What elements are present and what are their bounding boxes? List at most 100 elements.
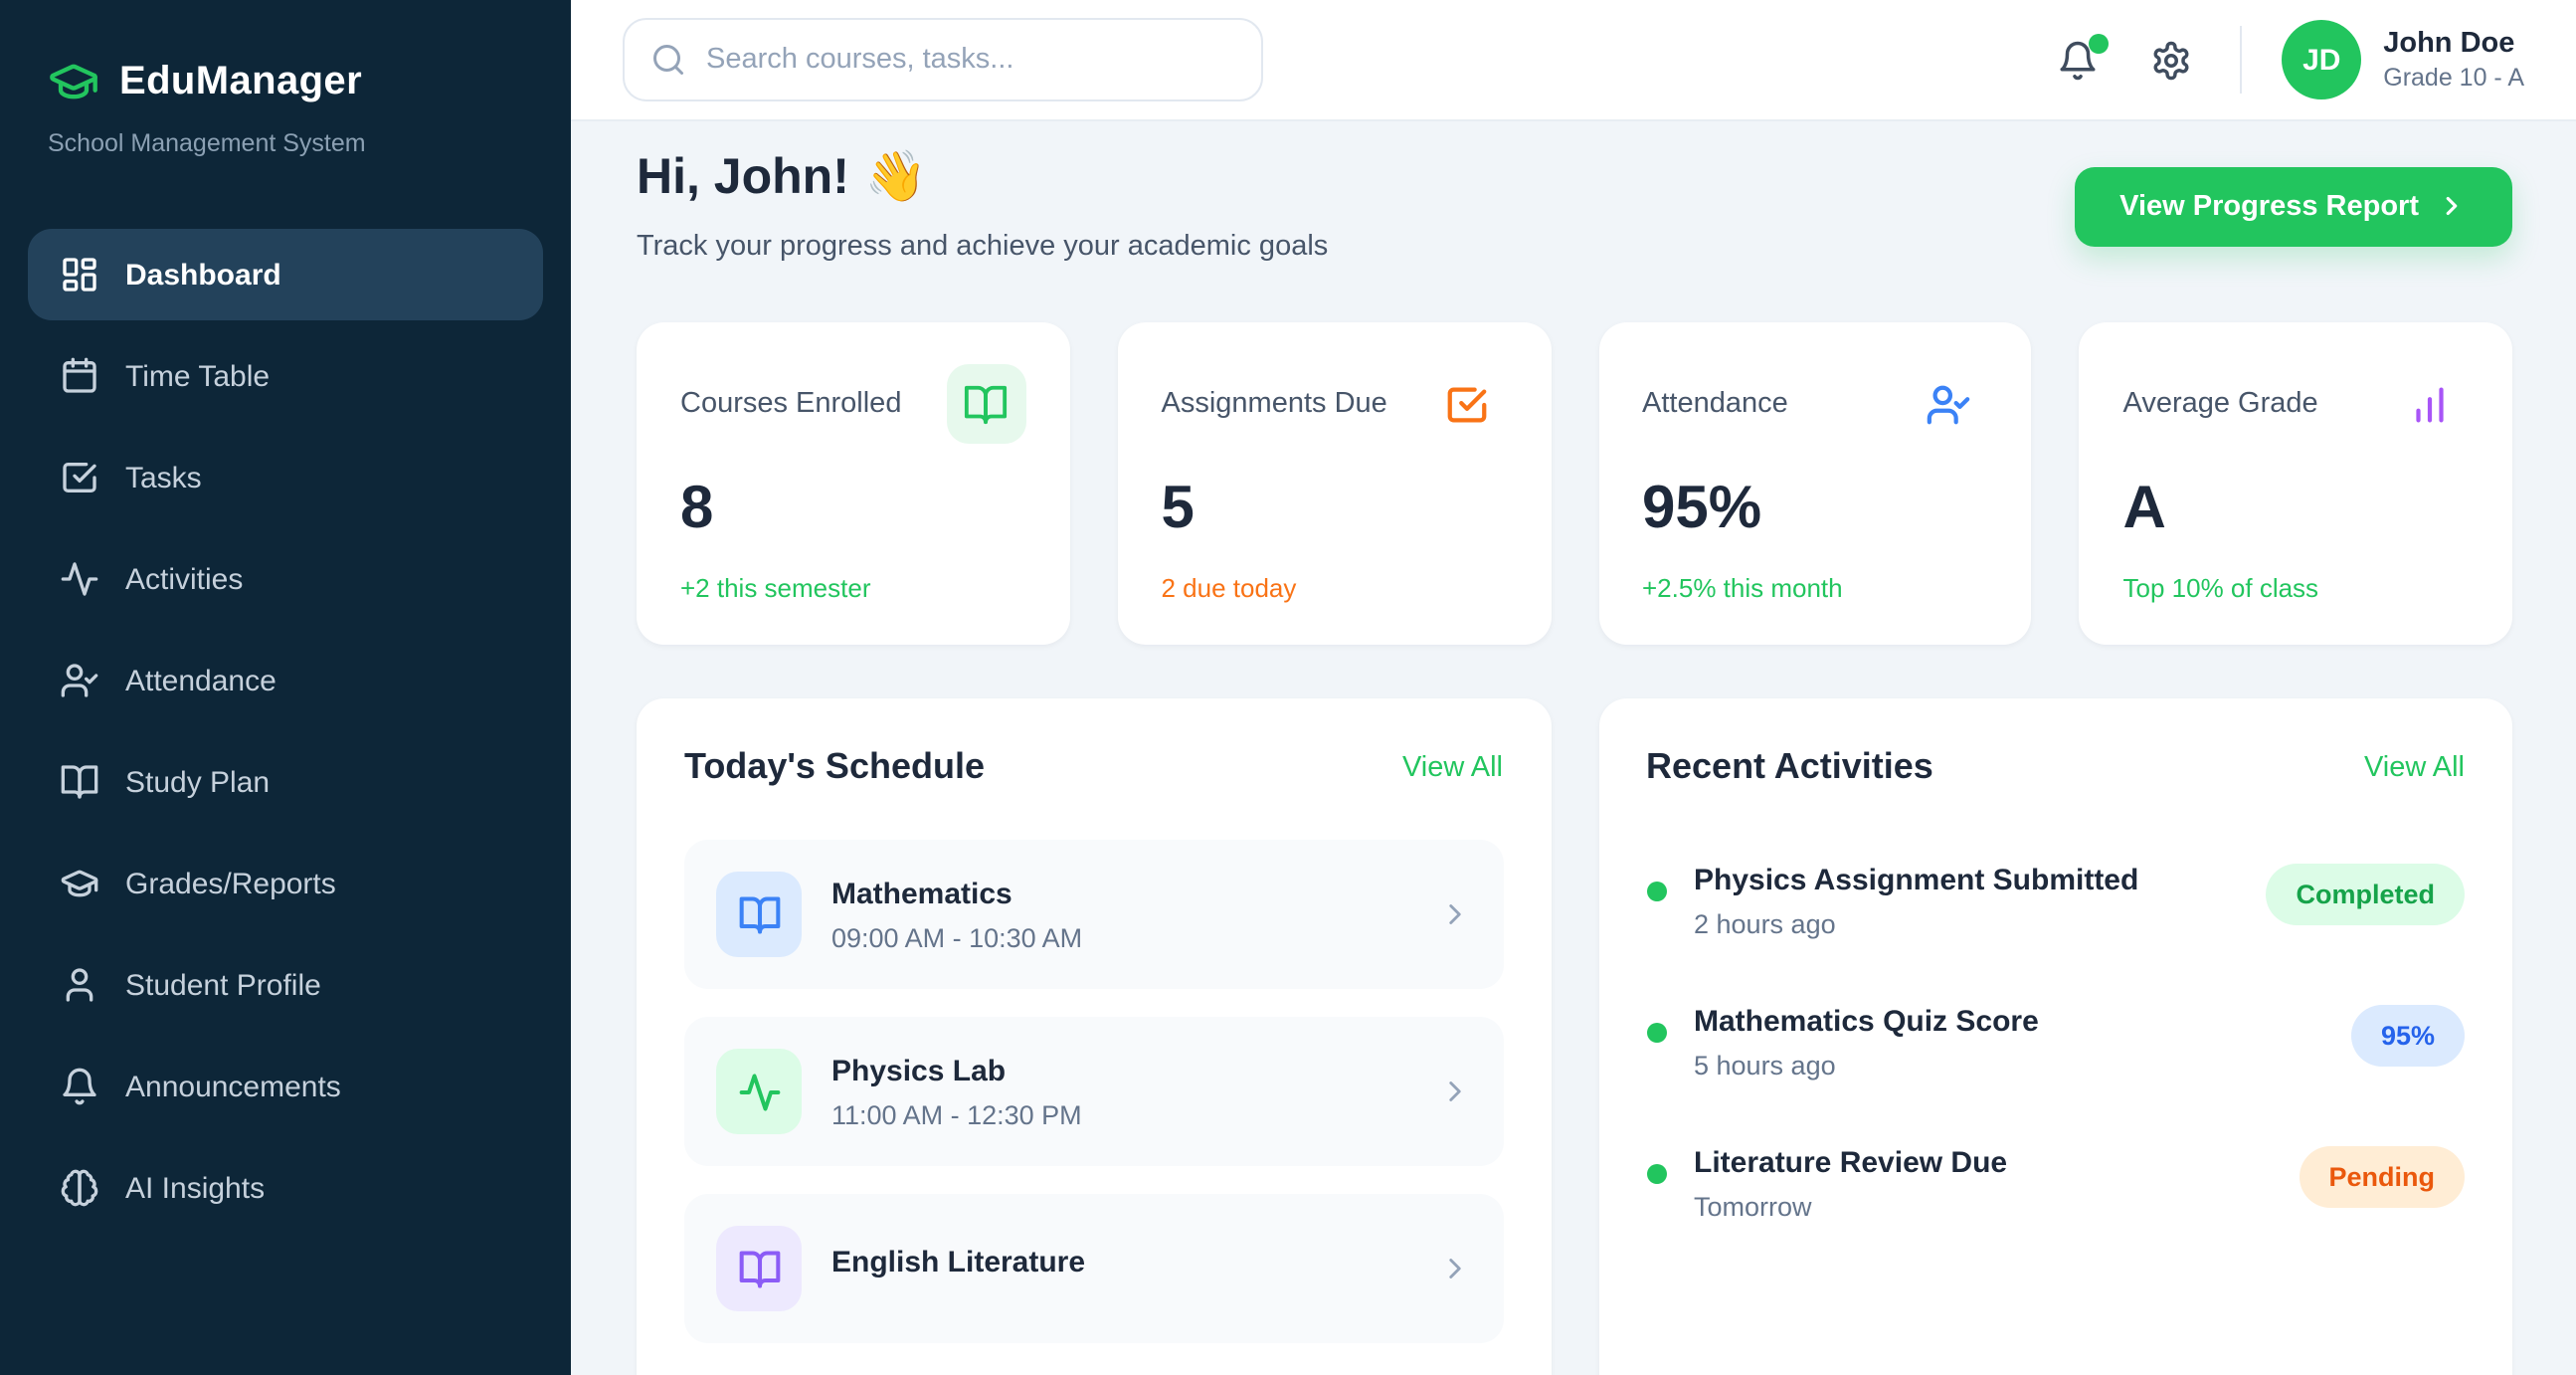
sidebar-item-ai-insights[interactable]: AI Insights bbox=[28, 1142, 543, 1234]
book-open-icon bbox=[716, 872, 802, 957]
calendar-icon bbox=[60, 356, 99, 396]
panel-title: Recent Activities bbox=[1646, 746, 1933, 786]
sidebar-item-grades-reports[interactable]: Grades/Reports bbox=[28, 838, 543, 929]
sidebar-item-label: Attendance bbox=[125, 664, 276, 697]
sidebar-item-label: Time Table bbox=[125, 359, 271, 393]
stat-label: Assignments Due bbox=[1161, 388, 1387, 420]
settings-button[interactable] bbox=[2142, 31, 2200, 89]
gear-icon bbox=[2153, 40, 2189, 80]
activity-time: Tomorrow bbox=[1694, 1192, 1812, 1222]
dashboard-content: Hi, John! 👋 Track your progress and achi… bbox=[571, 121, 2576, 1375]
sidebar-item-label: Student Profile bbox=[125, 968, 321, 1002]
sidebar-item-dashboard[interactable]: Dashboard bbox=[28, 229, 543, 320]
activities-view-all-link[interactable]: View All bbox=[2363, 751, 2465, 783]
stat-card-average-grade: Average Grade A Top 10% of class bbox=[2079, 322, 2512, 645]
sidebar-item-tasks[interactable]: Tasks bbox=[28, 432, 543, 523]
stat-card-courses-enrolled: Courses Enrolled 8 +2 this semester bbox=[637, 322, 1070, 645]
search-input[interactable] bbox=[706, 44, 1235, 76]
graduation-cap-icon bbox=[60, 864, 99, 903]
app-title: EduManager bbox=[119, 59, 363, 102]
chevron-right-icon bbox=[1437, 1075, 1471, 1108]
view-progress-report-button[interactable]: View Progress Report bbox=[2074, 166, 2512, 246]
sidebar-item-student-profile[interactable]: Student Profile bbox=[28, 939, 543, 1031]
greeting-text: Hi, John! bbox=[637, 149, 849, 205]
stat-value: 8 bbox=[680, 476, 714, 541]
activity-title: Mathematics Quiz Score bbox=[1694, 1005, 2039, 1039]
sidebar-item-time-table[interactable]: Time Table bbox=[28, 330, 543, 422]
stat-footer: Top 10% of class bbox=[2122, 573, 2319, 603]
sidebar: EduManager School Management System Dash… bbox=[0, 0, 571, 1375]
sidebar-item-announcements[interactable]: Announcements bbox=[28, 1041, 543, 1132]
sidebar-item-label: Activities bbox=[125, 562, 244, 596]
logo-block: EduManager School Management System bbox=[28, 48, 543, 157]
status-dot bbox=[1646, 1023, 1666, 1043]
check-square-icon bbox=[1427, 364, 1507, 444]
notification-dot bbox=[2089, 33, 2110, 53]
sidebar-item-attendance[interactable]: Attendance bbox=[28, 635, 543, 726]
user-menu[interactable]: JD John Doe Grade 10 - A bbox=[2282, 20, 2524, 99]
sidebar-item-label: Announcements bbox=[125, 1070, 341, 1103]
dashboard-icon bbox=[60, 255, 99, 295]
notifications-button[interactable] bbox=[2049, 31, 2110, 89]
topbar: JD John Doe Grade 10 - A bbox=[571, 0, 2576, 121]
schedule-item-physics-lab[interactable]: Physics Lab 11:00 AM - 12:30 PM bbox=[684, 1017, 1503, 1166]
status-badge: 95% bbox=[2350, 1005, 2465, 1067]
wave-emoji: 👋 bbox=[864, 149, 928, 205]
user-name: John Doe bbox=[2383, 28, 2515, 60]
activities-list: Physics Assignment Submitted 2 hours ago… bbox=[1646, 864, 2465, 1222]
sidebar-item-label: Grades/Reports bbox=[125, 867, 336, 900]
panel-title: Today's Schedule bbox=[684, 746, 985, 786]
topbar-divider bbox=[2240, 26, 2243, 94]
schedule-item-english-literature[interactable]: English Literature bbox=[684, 1194, 1503, 1343]
book-open-icon bbox=[60, 762, 99, 802]
user-check-icon bbox=[60, 661, 99, 700]
stat-value: 5 bbox=[1161, 476, 1195, 541]
avatar: JD bbox=[2282, 20, 2362, 99]
page-subtitle: Track your progress and achieve your aca… bbox=[637, 231, 1329, 263]
activity-title: Physics Assignment Submitted bbox=[1694, 864, 2139, 897]
stat-value: 95% bbox=[1642, 476, 1762, 541]
sidebar-item-label: AI Insights bbox=[125, 1171, 266, 1205]
activity-item: Physics Assignment Submitted 2 hours ago… bbox=[1646, 864, 2465, 939]
sidebar-item-activities[interactable]: Activities bbox=[28, 533, 543, 625]
user-icon bbox=[60, 965, 99, 1005]
activity-title: Literature Review Due bbox=[1694, 1146, 2008, 1180]
schedule-item-name: English Literature bbox=[831, 1246, 1086, 1279]
sidebar-item-label: Tasks bbox=[125, 461, 202, 494]
status-badge: Completed bbox=[2266, 864, 2465, 925]
sidebar-item-study-plan[interactable]: Study Plan bbox=[28, 736, 543, 828]
activity-time: 5 hours ago bbox=[1694, 1051, 1836, 1080]
sidebar-item-label: Study Plan bbox=[125, 765, 271, 799]
cta-label: View Progress Report bbox=[2119, 190, 2419, 222]
bell-icon bbox=[2060, 40, 2096, 80]
stat-label: Courses Enrolled bbox=[680, 388, 902, 420]
stat-label: Attendance bbox=[1642, 388, 1788, 420]
todays-schedule-panel: Today's Schedule View All Mathematics 09… bbox=[637, 698, 1551, 1375]
schedule-list: Mathematics 09:00 AM - 10:30 AM Physics … bbox=[684, 840, 1503, 1343]
status-dot bbox=[1646, 1164, 1666, 1184]
schedule-item-name: Physics Lab bbox=[831, 1054, 1007, 1087]
schedule-view-all-link[interactable]: View All bbox=[1401, 751, 1503, 783]
schedule-item-time: 09:00 AM - 10:30 AM bbox=[831, 922, 1083, 952]
search-box bbox=[623, 18, 1263, 101]
activity-time: 2 hours ago bbox=[1694, 909, 1836, 939]
chevron-right-icon bbox=[2446, 196, 2458, 216]
schedule-item-mathematics[interactable]: Mathematics 09:00 AM - 10:30 AM bbox=[684, 840, 1503, 989]
app-tagline: School Management System bbox=[48, 129, 366, 157]
status-badge: Pending bbox=[2299, 1146, 2465, 1208]
activity-icon bbox=[60, 559, 99, 599]
page-title: Hi, John! 👋 bbox=[637, 149, 1328, 207]
user-check-icon bbox=[1909, 364, 1988, 444]
activity-icon bbox=[716, 1049, 802, 1134]
chevron-right-icon bbox=[1437, 1252, 1471, 1285]
hero-row: Hi, John! 👋 Track your progress and achi… bbox=[637, 149, 2512, 263]
sidebar-nav: Dashboard Time Table Tasks Activities At… bbox=[28, 229, 543, 1244]
check-square-icon bbox=[60, 458, 99, 497]
schedule-item-time: 11:00 AM - 12:30 PM bbox=[831, 1099, 1082, 1129]
schedule-item-name: Mathematics bbox=[831, 877, 1012, 910]
brain-icon bbox=[60, 1168, 99, 1208]
recent-activities-panel: Recent Activities View All Physics Assig… bbox=[1598, 698, 2512, 1375]
stat-footer: +2.5% this month bbox=[1642, 573, 1843, 603]
book-open-icon bbox=[946, 364, 1026, 444]
